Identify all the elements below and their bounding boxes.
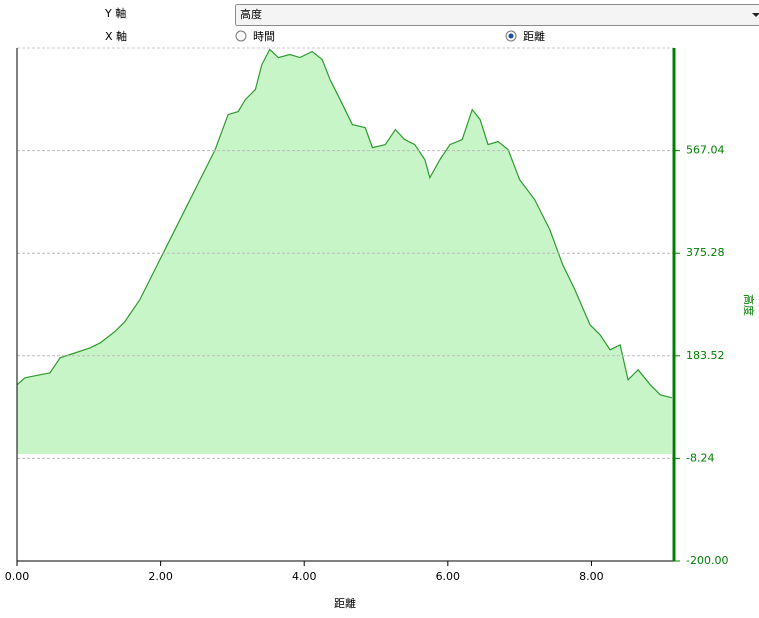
y-tick-label: -200.00 (686, 554, 728, 567)
radio-dot[interactable] (509, 34, 514, 39)
y-axis-title: 高度 (742, 294, 756, 316)
x-tick-label: 2.00 (148, 570, 173, 583)
dropdown-value[interactable]: 高度 (240, 7, 262, 21)
x-tick-label: 8.00 (579, 570, 604, 583)
y-tick-label: -8.24 (686, 451, 714, 464)
x-axis-label-text: X 軸 (105, 29, 127, 43)
y-tick-label: 375.28 (686, 246, 725, 259)
y-axis-label-text: Y 軸 (104, 6, 126, 20)
area-fill (17, 49, 672, 453)
y-axis-dropdown[interactable]: 高度 (236, 5, 759, 26)
x-axis-title: 距離 (334, 596, 356, 610)
y-tick-label: 183.52 (686, 349, 725, 362)
x-tick-label: 4.00 (292, 570, 317, 583)
radio-button[interactable] (236, 31, 246, 41)
radio-label[interactable]: 時間 (253, 30, 275, 43)
radio-label[interactable]: 距離 (523, 29, 545, 43)
dropdown-box[interactable] (236, 5, 759, 26)
x-tick-label: 0.00 (5, 570, 30, 583)
y-tick-label: 567.04 (686, 144, 725, 157)
x-tick-label: 6.00 (436, 570, 461, 583)
